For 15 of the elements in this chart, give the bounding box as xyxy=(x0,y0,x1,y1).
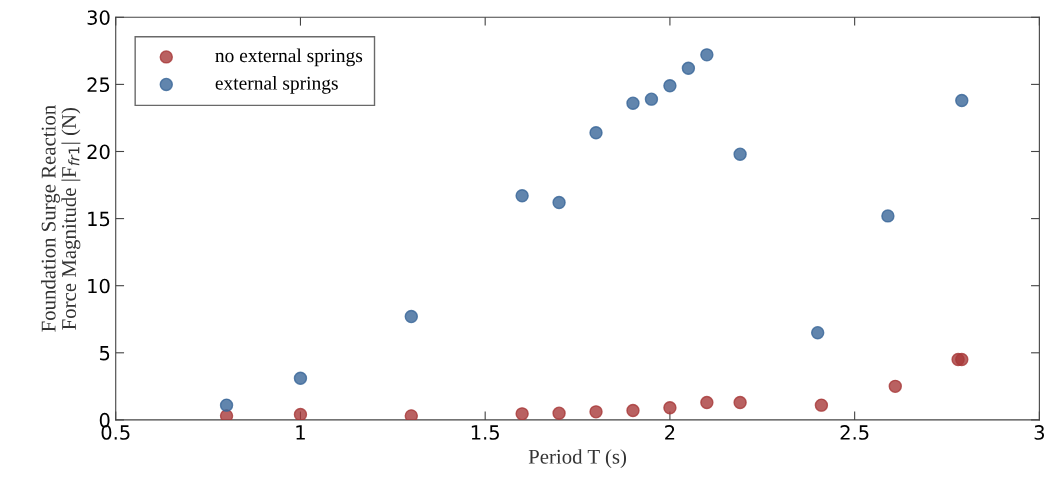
y-tick-label: 25 xyxy=(87,77,110,93)
x-tick-label: 3 xyxy=(1034,425,1044,440)
x-tick-label: 1 xyxy=(296,425,305,440)
legend-label: no external springs xyxy=(215,48,363,67)
y-tick-label: 5 xyxy=(99,346,110,361)
x-tick-label: 1.5 xyxy=(471,425,499,440)
legend-label: external springs xyxy=(215,76,338,94)
x-axis-title: Period T (s) xyxy=(528,449,627,469)
y-tick-label: 15 xyxy=(88,211,110,227)
y-tick-label: 30 xyxy=(87,10,110,25)
y-tick-label: 20 xyxy=(87,144,110,160)
y-tick-label: 10 xyxy=(88,278,110,294)
x-tick-label: 2.5 xyxy=(840,425,869,440)
x-tick-label: 2 xyxy=(665,425,675,440)
y-axis-title: Foundation Surge Reaction Force Magnitude |F$_{fr1}$| (N) xyxy=(40,105,81,332)
